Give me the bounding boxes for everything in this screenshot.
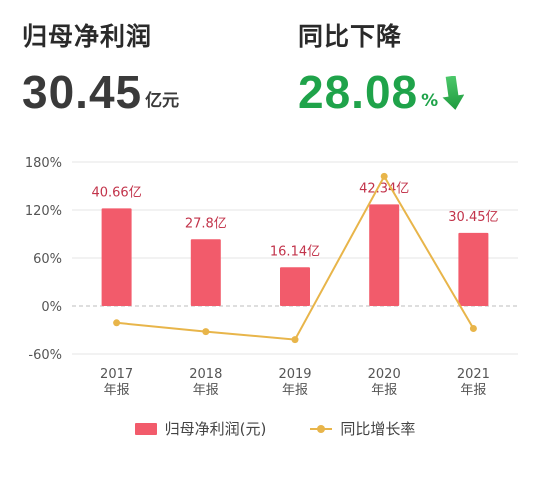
y-tick-label: 60% bbox=[33, 252, 62, 267]
y-tick-label: 120% bbox=[25, 204, 62, 219]
y-tick-label: 180% bbox=[25, 156, 62, 171]
y-tick-label: -60% bbox=[28, 348, 62, 363]
bar-data-label: 42.34亿 bbox=[359, 181, 409, 196]
growth-rate-point bbox=[469, 324, 477, 332]
net-profit-summary: 归母净利润 30.45 亿元 bbox=[22, 20, 179, 118]
profit-bar bbox=[369, 204, 400, 306]
bar-data-label: 27.8亿 bbox=[185, 216, 227, 231]
net-profit-label: 归母净利润 bbox=[22, 22, 153, 51]
net-profit-unit: 亿元 bbox=[145, 91, 180, 111]
profit-bar bbox=[190, 239, 221, 306]
x-tick-label-year: 2017 bbox=[100, 367, 133, 382]
legend-bar-swatch bbox=[134, 422, 157, 435]
growth-rate-point bbox=[202, 328, 210, 336]
yoy-change-label: 同比下降 bbox=[298, 22, 403, 51]
bar-data-label: 40.66亿 bbox=[91, 185, 141, 200]
profit-bar bbox=[458, 232, 489, 306]
bar-data-label: 30.45亿 bbox=[448, 210, 498, 225]
x-tick-label-year: 2020 bbox=[368, 367, 401, 382]
legend-label-net-profit: 归母净利润(元) bbox=[164, 420, 267, 438]
net-profit-value: 30.45 bbox=[22, 66, 143, 118]
profit-bar bbox=[280, 267, 310, 306]
profit-growth-chart: 180% 120% 60% 0% -60% 40.66亿 27.8亿 16.14亿 42.34亿… bbox=[25, 156, 518, 398]
legend-label-growth-rate: 同比增长率 bbox=[340, 420, 416, 438]
x-tick-label-year: 2019 bbox=[278, 367, 311, 382]
yoy-change-summary: 同比下降 28.08 % bbox=[298, 20, 465, 118]
x-tick-label-type: 年报 bbox=[371, 383, 397, 398]
x-tick-label-type: 年报 bbox=[282, 383, 308, 398]
x-tick-label-type: 年报 bbox=[460, 383, 486, 398]
legend-item-net-profit[interactable]: 归母净利润(元) bbox=[134, 418, 267, 439]
growth-rate-point bbox=[113, 319, 121, 327]
x-tick-label-year: 2021 bbox=[457, 367, 490, 382]
down-arrow-icon bbox=[442, 75, 465, 114]
growth-rate-point bbox=[380, 172, 388, 180]
legend-line-swatch bbox=[310, 423, 333, 435]
legend-item-growth-rate[interactable]: 同比增长率 bbox=[310, 418, 415, 439]
yoy-change-value: 28.08 bbox=[298, 66, 419, 118]
x-tick-label-type: 年报 bbox=[104, 383, 130, 398]
bar-data-label: 16.14亿 bbox=[270, 244, 320, 259]
growth-rate-point bbox=[291, 336, 299, 344]
y-tick-label: 0% bbox=[41, 300, 62, 315]
x-tick-label-year: 2018 bbox=[189, 367, 222, 382]
profit-bar bbox=[101, 208, 132, 306]
x-tick-label-type: 年报 bbox=[193, 383, 219, 398]
chart-legend: 归母净利润(元) 同比增长率 bbox=[0, 418, 550, 439]
yoy-change-unit: % bbox=[421, 91, 439, 111]
